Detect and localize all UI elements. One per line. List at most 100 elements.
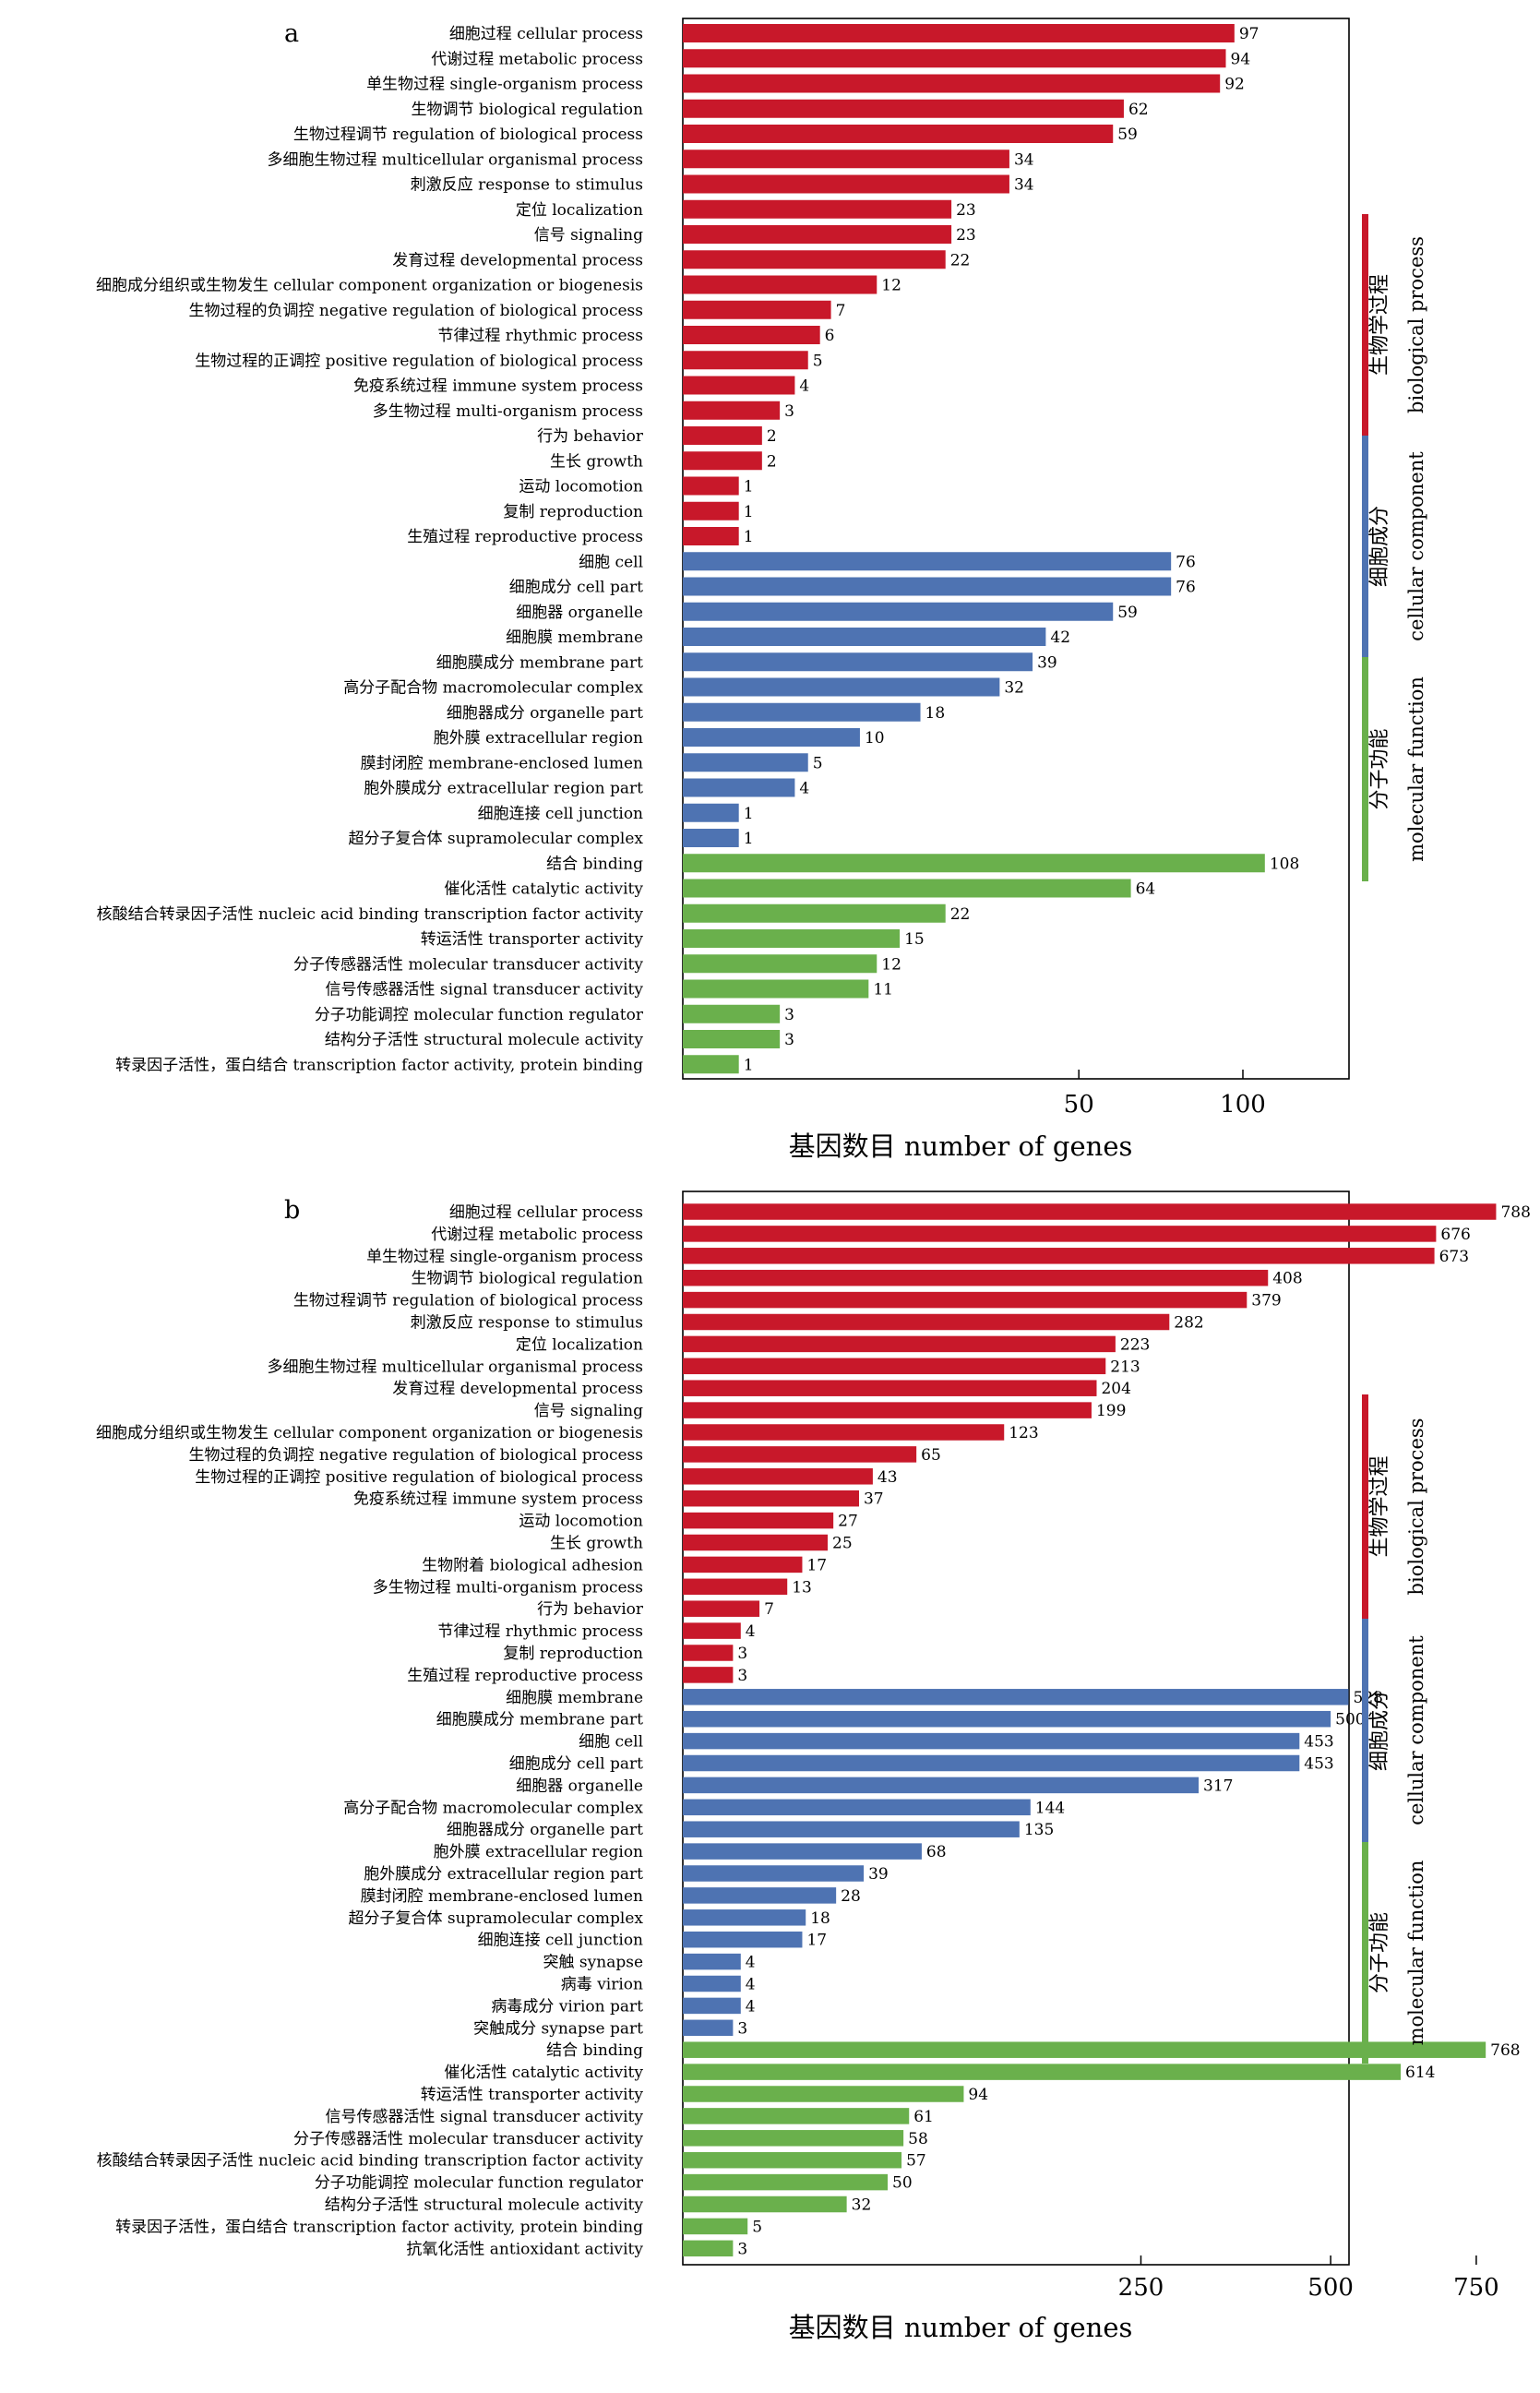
- category-label-a-38: 信号传感器活性 signal transducer activity: [326, 981, 644, 999]
- value-label-a-16: 2: [767, 427, 777, 446]
- bar-a-1: [683, 49, 1226, 68]
- value-label-a-11: 7: [836, 302, 846, 320]
- bar-b-4: [683, 1291, 1248, 1309]
- category-label-b-34: 突触 synapse: [543, 1954, 643, 1972]
- bar-a-22: [683, 577, 1172, 596]
- value-label-b-42: 58: [908, 2130, 928, 2148]
- value-label-b-28: 135: [1024, 1821, 1054, 1839]
- category-label-b-15: 生长 growth: [550, 1535, 643, 1553]
- bar-b-22: [683, 1689, 1349, 1705]
- category-label-b-2: 单生物过程 single-organism process: [366, 1248, 643, 1266]
- group-label-zh-b-molecular_function: 分子功能: [1368, 1912, 1391, 1993]
- value-label-a-28: 10: [865, 729, 885, 748]
- value-label-a-38: 11: [873, 981, 893, 999]
- bar-a-29: [683, 753, 808, 772]
- category-label-b-12: 生物过程的正调控 positive regulation of biologic…: [195, 1468, 643, 1487]
- value-label-a-2: 92: [1224, 76, 1245, 94]
- category-label-b-47: 抗氧化活性 antioxidant activity: [406, 2240, 643, 2258]
- x-tick-label-a-0: 50: [1064, 1091, 1094, 1119]
- bar-b-7: [683, 1358, 1106, 1375]
- category-label-a-25: 细胞膜成分 membrane part: [436, 653, 643, 672]
- category-label-a-26: 高分子配合物 macromolecular complex: [343, 679, 643, 698]
- x-axis-label-b: 基因数目 number of genes: [789, 2312, 1133, 2343]
- value-label-a-10: 12: [881, 277, 901, 295]
- value-label-a-19: 1: [744, 503, 754, 521]
- category-label-b-16: 生物附着 biological adhesion: [422, 1556, 643, 1574]
- bar-b-12: [683, 1468, 873, 1485]
- bar-a-17: [683, 451, 762, 471]
- value-label-b-39: 614: [1405, 2064, 1435, 2082]
- bar-b-43: [683, 2151, 902, 2169]
- bar-b-20: [683, 1645, 734, 1661]
- value-label-a-17: 2: [767, 452, 777, 471]
- bar-b-26: [683, 1777, 1200, 1794]
- bar-b-21: [683, 1667, 734, 1683]
- category-label-b-24: 细胞 cell: [579, 1733, 643, 1752]
- bar-b-46: [683, 2218, 748, 2235]
- value-label-a-9: 22: [950, 251, 971, 269]
- bar-b-6: [683, 1335, 1116, 1353]
- bar-a-7: [683, 199, 952, 219]
- category-label-b-19: 节律过程 rhythmic process: [437, 1622, 643, 1641]
- value-label-b-19: 4: [746, 1622, 756, 1641]
- bar-b-0: [683, 1203, 1497, 1220]
- category-label-b-4: 生物过程调节 regulation of biological process: [293, 1292, 643, 1310]
- value-label-b-11: 65: [921, 1446, 941, 1465]
- bar-a-21: [683, 552, 1172, 571]
- group-bar-b-cellular_component: [1362, 1619, 1368, 1842]
- bar-a-37: [683, 954, 877, 974]
- category-label-a-34: 催化活性 catalytic activity: [444, 880, 643, 899]
- value-label-b-3: 408: [1272, 1270, 1302, 1288]
- category-label-a-14: 免疫系统过程 immune system process: [353, 377, 643, 396]
- bar-a-36: [683, 929, 901, 948]
- category-label-b-5: 刺激反应 response to stimulus: [411, 1314, 643, 1333]
- bar-b-33: [683, 1931, 803, 1948]
- bar-a-18: [683, 476, 739, 496]
- value-label-a-0: 97: [1239, 25, 1259, 43]
- category-label-a-36: 转运活性 transporter activity: [421, 930, 644, 949]
- category-label-b-18: 行为 behavior: [537, 1600, 644, 1619]
- bar-b-44: [683, 2173, 889, 2191]
- value-label-a-3: 62: [1128, 101, 1149, 119]
- category-label-a-40: 结构分子活性 structural molecule activity: [325, 1031, 643, 1049]
- bar-b-17: [683, 1578, 788, 1596]
- value-label-b-32: 18: [810, 1909, 830, 1928]
- bar-b-47: [683, 2240, 734, 2257]
- value-label-b-25: 453: [1304, 1755, 1333, 1774]
- group-label-en-a-biological_process: biological process: [1405, 236, 1427, 413]
- value-label-b-44: 50: [892, 2174, 913, 2193]
- category-label-a-32: 超分子复合体 supramolecular complex: [349, 830, 644, 848]
- category-label-a-41: 转录因子活性，蛋白结合 transcription factor activit…: [115, 1056, 643, 1074]
- category-label-a-9: 发育过程 developmental process: [392, 251, 643, 269]
- value-label-b-43: 57: [906, 2152, 926, 2171]
- value-label-a-26: 32: [1004, 679, 1024, 698]
- bar-b-41: [683, 2108, 910, 2124]
- bar-b-18: [683, 1600, 760, 1617]
- group-bar-a-cellular_component: [1362, 436, 1368, 657]
- value-label-a-33: 108: [1270, 855, 1299, 873]
- bar-a-33: [683, 854, 1265, 873]
- value-label-b-21: 3: [737, 1667, 747, 1685]
- x-tick-label-b-1: 500: [1307, 2274, 1354, 2302]
- bar-a-25: [683, 652, 1033, 672]
- category-label-b-7: 多细胞生物过程 multicellular organismal process: [267, 1358, 643, 1376]
- group-label-zh-a-biological_process: 生物学过程: [1368, 274, 1391, 376]
- category-label-a-29: 膜封闭腔 membrane-enclosed lumen: [361, 754, 643, 772]
- bar-b-27: [683, 1799, 1031, 1816]
- category-label-b-26: 细胞器 organelle: [516, 1777, 643, 1795]
- bar-a-16: [683, 426, 762, 445]
- bar-b-14: [683, 1512, 834, 1529]
- value-label-a-39: 3: [784, 1006, 794, 1024]
- group-label-en-a-cellular_component: cellular component: [1405, 451, 1427, 641]
- bar-b-39: [683, 2064, 1402, 2080]
- category-label-b-33: 细胞连接 cell junction: [478, 1932, 643, 1950]
- bar-a-39: [683, 1004, 781, 1023]
- value-label-b-10: 123: [1009, 1424, 1038, 1442]
- bar-a-11: [683, 300, 831, 319]
- x-axis-label-a: 基因数目 number of genes: [789, 1131, 1133, 1162]
- category-label-b-37: 突触成分 synapse part: [473, 2019, 643, 2038]
- value-label-b-38: 768: [1490, 2041, 1520, 2060]
- bar-a-35: [683, 903, 946, 923]
- bar-a-27: [683, 702, 921, 722]
- bar-b-15: [683, 1534, 828, 1551]
